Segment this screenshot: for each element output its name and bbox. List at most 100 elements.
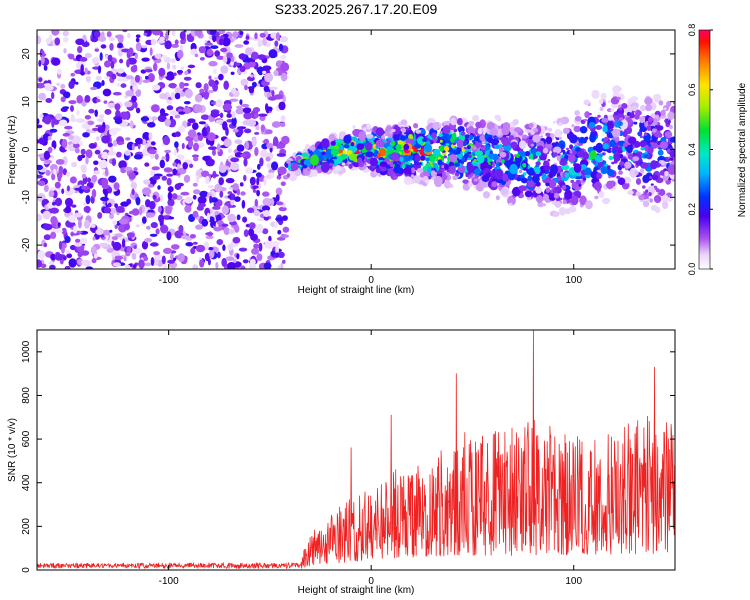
heatmap-cell [276,236,286,241]
heatmap-cell [207,89,214,94]
heatmap-cell [78,237,88,244]
heatmap-cell [44,159,53,164]
heatmap-cell [135,137,143,145]
heatmap-cell [132,264,137,268]
heatmap-cell [257,54,266,60]
heatmap-cell [220,65,229,74]
heatmap-cell [343,144,350,149]
heatmap-cell [597,162,604,168]
heatmap-cell [514,127,522,133]
colorbar: 0.0 0.2 0.4 0.6 0.8 Normalized spectral ampl… [687,24,748,276]
heatmap-cell [264,129,273,135]
heatmap-cell [583,177,587,181]
heatmap-cell [536,195,544,204]
heatmap-cell [222,121,228,131]
heatmap-cell [226,161,230,166]
heatmap-cell [245,35,250,40]
heatmap-cell [403,176,413,186]
heatmap-cell [243,40,250,45]
heatmap-cell [607,100,611,103]
heatmap-cell [150,38,157,46]
heatmap-cell [423,143,433,153]
heatmap-cell [467,176,471,180]
heatmap-cell [142,79,151,84]
heatmap-cell [48,190,55,198]
heatmap-cell [184,88,193,99]
heatmap-cell [639,104,647,112]
heatmap-cell [241,199,246,209]
heatmap-cell [649,198,653,203]
heatmap-cell [120,72,127,77]
heatmap-cell [164,149,172,154]
heatmap-cell [50,164,58,172]
heatmap-cell [103,100,108,104]
heatmap-cell [110,61,115,69]
heatmap-cell [57,222,61,227]
heatmap-cell [591,89,600,99]
heatmap-cell [150,257,155,266]
heatmap-cell [222,55,228,64]
heatmap-cell [80,148,86,155]
heatmap-cell [95,75,102,81]
heatmap-cell [466,145,471,150]
heatmap-cell [170,92,177,100]
heatmap-cell [124,150,131,156]
heatmap-cell [192,264,199,269]
heatmap-cell [275,252,280,258]
heatmap-cell [524,190,533,198]
heatmap-cell [629,112,635,119]
heatmap-cell [37,213,43,222]
heatmap-cell [578,183,582,187]
heatmap-cell [218,177,224,186]
heatmap-cell [104,76,110,80]
heatmap-y-tick-label: 0 [21,146,32,152]
heatmap-cell [574,115,582,122]
heatmap-cell [253,113,259,119]
heatmap-cell [68,80,75,89]
heatmap-cell [151,175,161,180]
heatmap-cell [280,181,286,186]
heatmap-cell [73,142,80,149]
heatmap-cell [61,138,68,148]
heatmap-cell [302,164,308,169]
heatmap-cell [611,161,615,165]
heatmap-cell [124,166,133,171]
heatmap-cell [62,36,69,43]
heatmap-cell [152,194,157,200]
heatmap-cell [218,164,227,173]
heatmap-cell [149,47,153,56]
heatmap-cell [154,153,159,160]
heatmap-cell [144,162,150,167]
heatmap-cell [150,141,156,146]
heatmap-cell [62,91,71,99]
heatmap-cell [622,142,628,148]
heatmap-cell [127,32,131,39]
heatmap-cell [280,122,286,127]
heatmap-cell [664,131,673,139]
heatmap-cell [274,221,278,229]
heatmap-cell [457,126,465,132]
heatmap-cell [277,166,287,175]
heatmap-cell [545,132,551,137]
snr-y-tick-label: 800 [21,387,32,404]
heatmap-cell [81,173,87,179]
heatmap-cell [199,259,205,268]
heatmap-cell [109,207,117,215]
heatmap-cell [473,168,481,176]
heatmap-cell [262,65,272,71]
heatmap-cell [262,228,269,235]
heatmap-cell [183,76,192,81]
heatmap-y-tick-label: -10 [21,190,32,205]
heatmap-cell [547,159,551,162]
heatmap-cell [55,159,65,165]
heatmap-cell [473,158,477,163]
heatmap-cell [219,190,224,198]
heatmap-cell [102,229,111,236]
heatmap-cell [38,92,47,101]
heatmap-cell [600,92,607,100]
heatmap-cell [483,144,491,151]
heatmap-cell [463,146,468,150]
heatmap-cell [74,212,83,218]
heatmap-cell [247,207,255,214]
heatmap-cell [252,107,261,113]
